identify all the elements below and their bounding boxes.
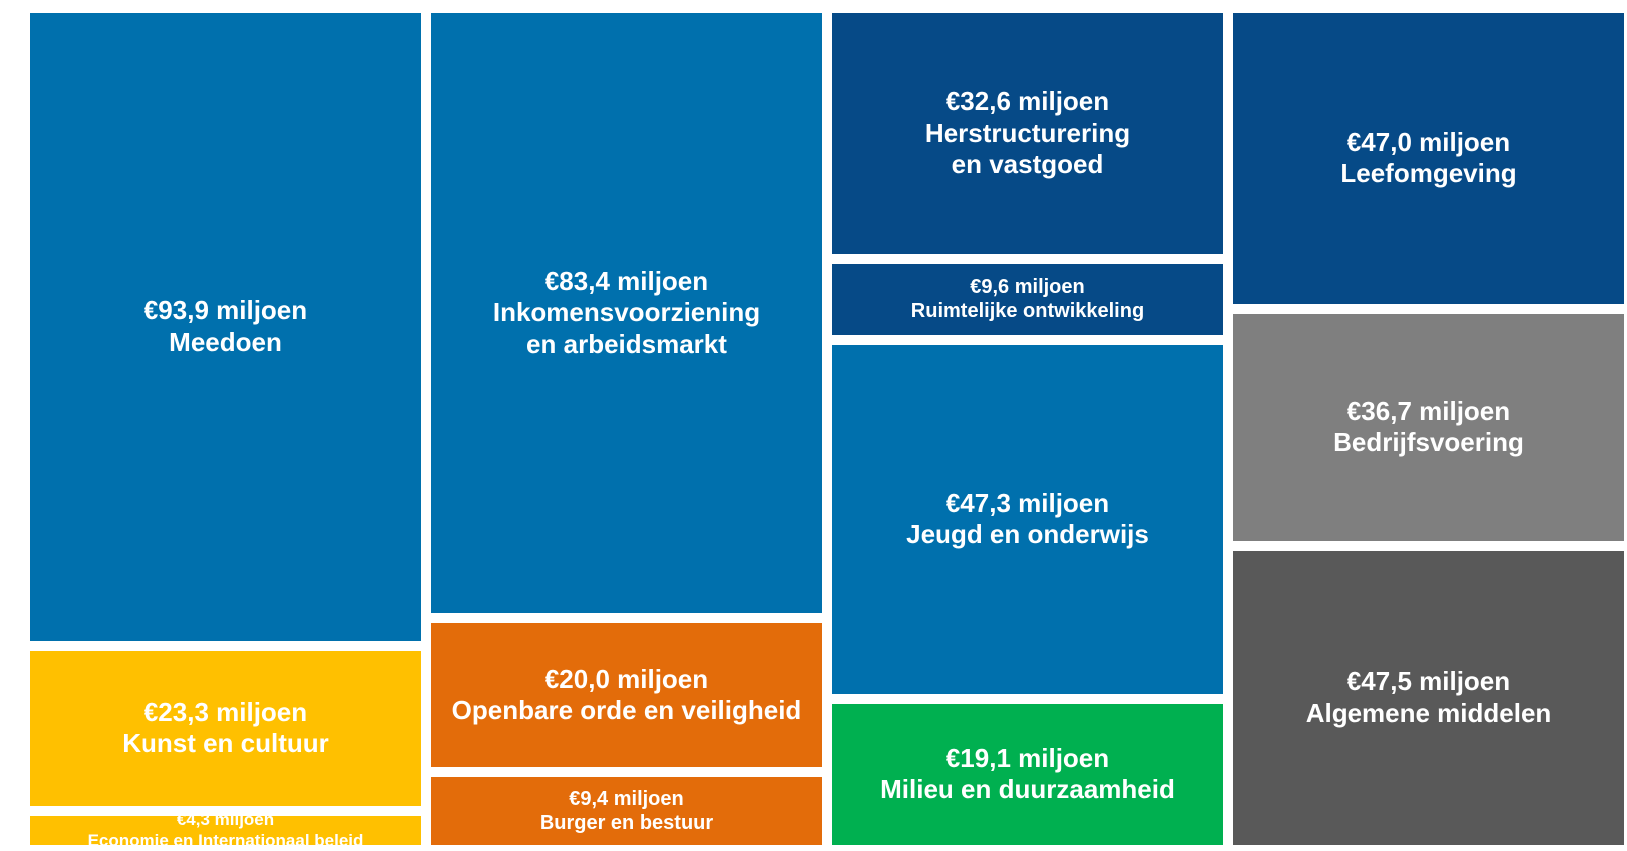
category-label: Inkomensvoorziening en arbeidsmarkt xyxy=(492,297,761,360)
tile: €83,4 miljoen Inkomensvoorziening en arbe… xyxy=(431,13,822,614)
category-label: Leefomgeving xyxy=(1340,158,1517,189)
value-label: €47,0 miljoen xyxy=(1346,126,1511,157)
tile: €20,0 miljoen Openbare orde en veiligheid xyxy=(431,623,822,768)
tile: €47,0 miljoen Leefomgeving xyxy=(1233,13,1624,304)
category-label: Milieu en duurzaamheid xyxy=(880,774,1175,805)
value-label: €4,3 miljoen xyxy=(176,809,275,829)
value-label: €20,0 miljoen xyxy=(544,663,709,694)
value-label: €36,7 miljoen xyxy=(1346,395,1511,426)
category-label: Economie en Internationaal beleid xyxy=(87,830,364,850)
category-label: Ruimtelijke ontwikkeling xyxy=(910,300,1145,323)
category-label: Openbare orde en veiligheid xyxy=(451,695,802,726)
tile: €47,3 miljoen Jeugd en onderwijs xyxy=(832,344,1223,694)
tile: €93,9 miljoen Meedoen xyxy=(30,13,421,641)
tile: €36,7 miljoen Bedrijfsvoering xyxy=(1233,313,1624,541)
category-label: Kunst en cultuur xyxy=(122,728,329,759)
value-label: €23,3 miljoen xyxy=(143,696,308,727)
value-label: €32,6 miljoen xyxy=(945,85,1110,116)
tile: €9,6 miljoen Ruimtelijke ontwikkeling xyxy=(832,263,1223,335)
value-label: €19,1 miljoen xyxy=(945,742,1110,773)
category-label: Jeugd en onderwijs xyxy=(906,519,1149,550)
tile: €4,3 miljoen Economie en Internationaal b… xyxy=(30,810,421,850)
tile: €9,4 miljoen Burger en bestuur xyxy=(431,777,822,845)
category-label: Meedoen xyxy=(169,326,282,357)
tile: €47,5 miljoen Algemene middelen xyxy=(1233,551,1624,845)
value-label: €9,4 miljoen xyxy=(569,787,684,810)
value-label: €47,5 miljoen xyxy=(1346,666,1511,697)
tile: €23,3 miljoen Kunst en cultuur xyxy=(30,650,421,807)
value-label: €93,9 miljoen xyxy=(143,295,308,326)
category-label: Herstructurering en vastgoed xyxy=(924,117,1131,180)
tile: €19,1 miljoen Milieu en duurzaamheid xyxy=(832,703,1223,845)
tile: €32,6 miljoen Herstructurering en vastgoe… xyxy=(832,13,1223,254)
category-label: Bedrijfsvoering xyxy=(1333,427,1524,458)
value-label: €83,4 miljoen xyxy=(544,265,709,296)
value-label: €9,6 miljoen xyxy=(970,275,1085,298)
value-label: €47,3 miljoen xyxy=(945,487,1110,518)
category-label: Algemene middelen xyxy=(1305,698,1552,728)
category-label: Burger en bestuur xyxy=(539,812,714,835)
